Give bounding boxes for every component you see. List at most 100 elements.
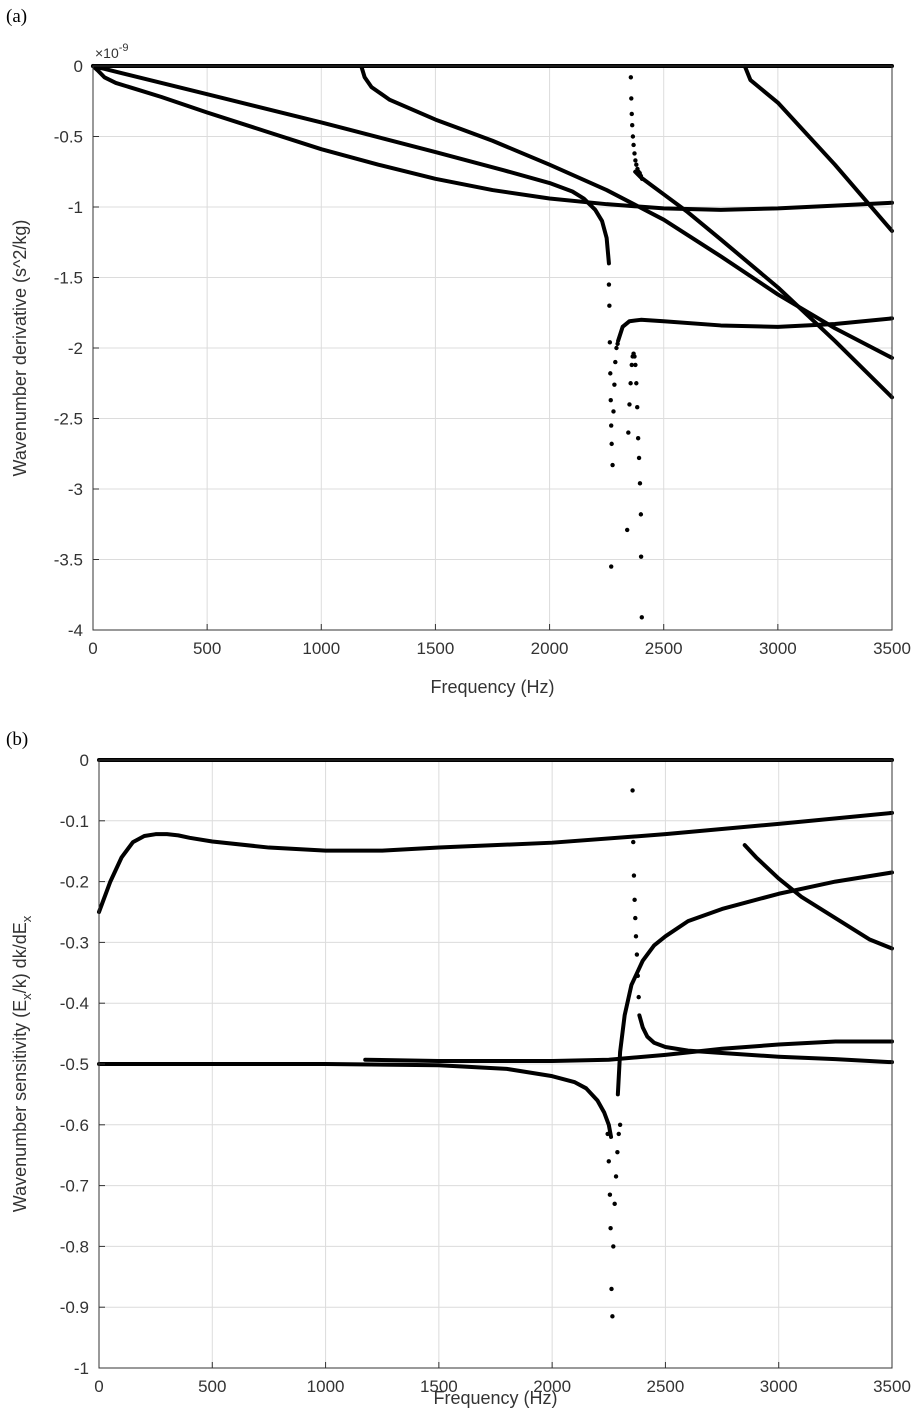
data-point bbox=[632, 354, 637, 359]
data-point bbox=[609, 564, 614, 569]
data-point bbox=[630, 788, 635, 793]
series-dots-7 bbox=[605, 1122, 623, 1319]
data-point bbox=[633, 915, 638, 921]
series-line-5 bbox=[616, 316, 894, 343]
data-point bbox=[616, 1131, 621, 1137]
data-point bbox=[632, 897, 637, 903]
data-point bbox=[637, 481, 643, 486]
y-tick-label: -4 bbox=[68, 621, 83, 640]
y-axis-title-a: Wavenumber derivative (s^2/kg) bbox=[10, 220, 30, 477]
data-point bbox=[631, 873, 637, 878]
x-tick-label: 500 bbox=[198, 1377, 226, 1396]
y-tick-label: -3 bbox=[68, 480, 83, 499]
data-point bbox=[611, 409, 616, 414]
data-point bbox=[631, 142, 636, 148]
data-point bbox=[615, 1149, 620, 1155]
series-line-1 bbox=[97, 810, 894, 914]
ticks-b: 0 500 1000 1500 2000 2500 3000 3500 0 -0.1 -0.2 -0.… bbox=[60, 751, 911, 1396]
x-tick-label: 1500 bbox=[417, 639, 455, 658]
series-line-3 bbox=[363, 1039, 894, 1063]
data-point bbox=[606, 282, 612, 287]
y-tick-label: 0 bbox=[74, 57, 83, 76]
data-point bbox=[635, 405, 640, 410]
data-point bbox=[629, 111, 634, 117]
series-dots-8 bbox=[630, 788, 641, 1000]
y-tick-label: -3.5 bbox=[54, 551, 83, 570]
data-point bbox=[630, 134, 636, 139]
data-point bbox=[633, 362, 638, 368]
data-point bbox=[636, 994, 641, 1000]
data-point bbox=[628, 381, 633, 386]
x-tick-label: 0 bbox=[94, 1377, 103, 1396]
series-line-3 bbox=[359, 64, 894, 360]
y-axis-title-b: Wavenumber sensitivity (Ex/k) dk/dEx bbox=[10, 915, 34, 1212]
series-line-4 bbox=[615, 870, 894, 1097]
y-tick-label: -0.5 bbox=[54, 128, 83, 147]
y-tick-label: -0.1 bbox=[60, 812, 89, 831]
data-point bbox=[608, 397, 613, 403]
data-point bbox=[615, 341, 620, 346]
data-point bbox=[634, 162, 639, 167]
data-point bbox=[636, 455, 642, 461]
data-point bbox=[639, 176, 645, 181]
data-point bbox=[612, 1201, 617, 1207]
x-tick-label: 1000 bbox=[307, 1377, 345, 1396]
x-tick-label: 2000 bbox=[533, 1377, 571, 1396]
data-point bbox=[629, 96, 634, 101]
data-point bbox=[612, 382, 617, 387]
series-line-6 bbox=[742, 843, 894, 951]
panel-label-b: (b) bbox=[6, 729, 28, 750]
x-tick-label: 2000 bbox=[531, 639, 569, 658]
y-tick-label: -0.4 bbox=[60, 994, 89, 1013]
chart-panel-a: (a) 0 500 1000 1500 2000 2500 3000 3500 0 -0.5 -1 -… bbox=[6, 6, 911, 697]
series-dots-10 bbox=[624, 351, 644, 533]
data-point bbox=[605, 1131, 610, 1137]
series-line-1 bbox=[91, 64, 894, 212]
x-tick-label: 3500 bbox=[873, 639, 911, 658]
data-point bbox=[638, 554, 644, 559]
data-point bbox=[611, 1244, 616, 1249]
data-point bbox=[638, 512, 644, 517]
data-point bbox=[635, 973, 640, 979]
x-axis-title-a: Frequency (Hz) bbox=[430, 677, 554, 697]
data-point bbox=[614, 345, 619, 351]
data-point bbox=[633, 158, 638, 163]
data-point bbox=[608, 1225, 613, 1231]
data-point bbox=[630, 123, 635, 128]
x-tick-label: 0 bbox=[88, 639, 97, 658]
y-tick-label: -0.9 bbox=[60, 1298, 89, 1317]
y-tick-label: -1 bbox=[68, 198, 83, 217]
series-line-5 bbox=[637, 1013, 894, 1065]
x-tick-label: 500 bbox=[193, 639, 221, 658]
data-point bbox=[610, 462, 615, 468]
y-tick-label: -2 bbox=[68, 339, 83, 358]
y-tick-label: -0.6 bbox=[60, 1116, 89, 1135]
data-point bbox=[632, 151, 637, 156]
grid-a bbox=[92, 65, 893, 631]
x-tick-label: 3500 bbox=[873, 1377, 911, 1396]
series-line-6 bbox=[742, 64, 894, 233]
y-tick-label: 0 bbox=[80, 751, 89, 770]
x-tick-label: 3000 bbox=[760, 1377, 798, 1396]
series-line-2 bbox=[91, 64, 611, 266]
y-tick-label: -1 bbox=[74, 1359, 89, 1378]
x-tick-label: 3000 bbox=[759, 639, 797, 658]
data-point bbox=[609, 441, 614, 447]
data-point bbox=[606, 1159, 611, 1164]
data-point bbox=[610, 1314, 615, 1319]
data-point bbox=[633, 934, 639, 939]
series-dots-7 bbox=[606, 282, 620, 468]
series-dots-9 bbox=[628, 75, 645, 181]
y-tick-label: -0.8 bbox=[60, 1237, 89, 1256]
data-point bbox=[629, 362, 634, 368]
data-point bbox=[626, 430, 631, 435]
data-point bbox=[635, 436, 641, 441]
y-tick-label: -2.5 bbox=[54, 410, 83, 429]
data-point bbox=[608, 371, 613, 376]
x-tick-label: 2500 bbox=[647, 1377, 685, 1396]
y-tick-label: -0.2 bbox=[60, 873, 89, 892]
series-dots-11 bbox=[638, 554, 644, 620]
data-point bbox=[624, 527, 630, 533]
data-point bbox=[607, 340, 613, 345]
